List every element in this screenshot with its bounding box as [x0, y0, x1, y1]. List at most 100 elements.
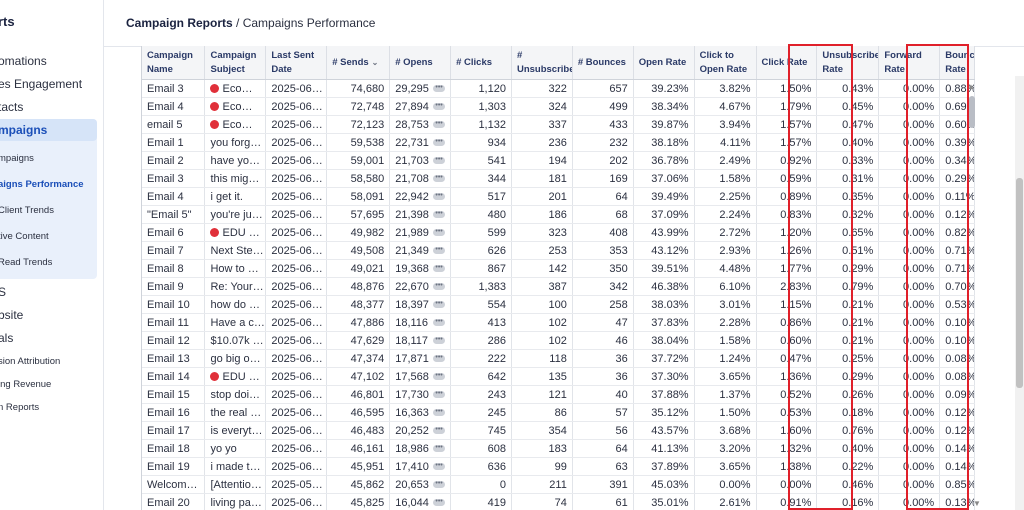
sidebar-item-automations[interactable]: omations [0, 54, 47, 68]
table-row[interactable]: Email 20 living pa… 2025-06… 45,825 16,044 ••… [142, 493, 975, 510]
more-dots-icon[interactable]: ••• [433, 120, 446, 128]
cell-campaign-name[interactable]: Email 16 [142, 403, 206, 422]
sidebar-sub-pending-revenue[interactable]: ing Revenue [0, 379, 52, 390]
cell-campaign-name[interactable]: Email 17 [142, 421, 206, 440]
table-row[interactable]: email 5 Eco… 2025-06… 72,123 28,753 ••• 1,132 3… [142, 115, 975, 134]
sidebar-item-deals[interactable]: als [0, 331, 14, 345]
col-header-unsubscribes[interactable]: # Unsubscribes [511, 46, 573, 80]
more-dots-icon[interactable]: ••• [433, 192, 446, 200]
more-dots-icon[interactable]: ••• [433, 426, 446, 434]
table-row[interactable]: Email 4 Eco… 2025-06… 72,748 27,894 ••• 1,303 3… [142, 97, 975, 116]
table-row[interactable]: Email 9 Re: Your… 2025-06… 48,876 22,670 ••• 1… [142, 277, 975, 296]
campaigns-table-container[interactable]: Campaign Name Campaign Subject Last Sent… [141, 46, 982, 510]
sidebar-item-sms[interactable]: S [0, 285, 6, 299]
cell-campaign-name[interactable]: Email 19 [142, 457, 206, 476]
sidebar-sub-campaigns-performance[interactable]: aigns Performance [0, 179, 84, 190]
more-dots-icon[interactable]: ••• [433, 390, 446, 398]
cell-campaign-name[interactable]: Email 20 [142, 493, 206, 510]
more-dots-icon[interactable]: ••• [433, 300, 446, 308]
table-row[interactable]: Email 4 i get it. 2025-06… 58,091 22,942 ••• 5… [142, 187, 975, 206]
cell-campaign-name[interactable]: Email 8 [142, 259, 206, 278]
cell-campaign-name[interactable]: Email 7 [142, 241, 206, 260]
col-header-clicks[interactable]: # Clicks [450, 46, 512, 80]
cell-campaign-name[interactable]: Email 2 [142, 151, 206, 170]
table-row[interactable]: Email 2 have yo… 2025-06… 59,001 21,703 ••• 54… [142, 151, 975, 170]
table-row[interactable]: Email 1 you forg… 2025-06… 59,538 22,731 ••• 9… [142, 133, 975, 152]
sidebar-sub-read-trends[interactable]: Read Trends [0, 257, 53, 268]
table-row[interactable]: Email 19 i made t… 2025-06… 45,951 17,410 •••… [142, 457, 975, 476]
cell-campaign-name[interactable]: Email 9 [142, 277, 206, 296]
more-dots-icon[interactable]: ••• [433, 282, 446, 290]
more-dots-icon[interactable]: ••• [433, 354, 446, 362]
col-header-campaign-name[interactable]: Campaign Name [142, 46, 206, 80]
cell-campaign-name[interactable]: Welcom… [142, 475, 206, 494]
cell-campaign-name[interactable]: Email 1 [142, 133, 206, 152]
more-dots-icon[interactable]: ••• [433, 138, 446, 146]
col-header-bounces[interactable]: # Bounces [572, 46, 634, 80]
more-dots-icon[interactable]: ••• [433, 408, 446, 416]
sidebar-item-website[interactable]: bsite [0, 308, 24, 322]
cell-campaign-name[interactable]: Email 3 [142, 79, 206, 98]
cell-campaign-name[interactable]: Email 3 [142, 169, 206, 188]
table-row[interactable]: Email 17 is everyt… 2025-06… 46,483 20,252 ••… [142, 421, 975, 440]
more-dots-icon[interactable]: ••• [433, 372, 446, 380]
cell-campaign-name[interactable]: Email 13 [142, 349, 206, 368]
sidebar-item-sales-engagement[interactable]: es Engagement [0, 77, 83, 91]
col-header-click-to-open-rate[interactable]: Click to Open Rate [694, 46, 757, 80]
table-row[interactable]: Email 16 the real … 2025-06… 46,595 16,363 ••… [142, 403, 975, 422]
cell-campaign-name[interactable]: Email 14 [142, 367, 206, 386]
table-row[interactable]: Email 15 stop doi… 2025-06… 46,801 17,730 •••… [142, 385, 975, 404]
more-dots-icon[interactable]: ••• [433, 84, 446, 92]
more-dots-icon[interactable]: ••• [433, 228, 446, 236]
cell-campaign-name[interactable]: Email 15 [142, 385, 206, 404]
table-row[interactable]: Email 3 this mig… 2025-06… 58,580 21,708 ••• 3… [142, 169, 975, 188]
cell-campaign-name[interactable]: Email 10 [142, 295, 206, 314]
more-dots-icon[interactable]: ••• [433, 444, 446, 452]
col-header-last-sent-date[interactable]: Last Sent Date [265, 46, 328, 80]
table-row[interactable]: "Email 5" you're ju… 2025-06… 57,695 21,398 •… [142, 205, 975, 224]
cell-campaign-name[interactable]: "Email 5" [142, 205, 206, 224]
cell-campaign-name[interactable]: Email 6 [142, 223, 206, 242]
cell-campaign-name[interactable]: Email 18 [142, 439, 206, 458]
col-header-forward-rate[interactable]: Forward Rate [878, 46, 941, 80]
table-row[interactable]: Email 10 how do … 2025-06… 48,377 18,397 ••• 5… [142, 295, 975, 314]
table-row[interactable]: Email 13 go big o… 2025-06… 47,374 17,871 •••… [142, 349, 975, 368]
more-dots-icon[interactable]: ••• [433, 174, 446, 182]
table-row[interactable]: Email 8 How to … 2025-06… 49,021 19,368 ••• 86… [142, 259, 975, 278]
more-dots-icon[interactable]: ••• [433, 246, 446, 254]
col-header-sends[interactable]: # Sends ⌄ [326, 46, 391, 80]
col-header-click-rate[interactable]: Click Rate [756, 46, 818, 80]
more-dots-icon[interactable]: ••• [433, 480, 446, 488]
cell-campaign-name[interactable]: email 5 [142, 115, 206, 134]
sidebar-item-contacts[interactable]: tacts [0, 100, 24, 114]
sidebar-sub-won-reports[interactable]: n Reports [0, 402, 40, 413]
page-scrollbar-thumb[interactable] [1016, 178, 1023, 388]
col-header-opens[interactable]: # Opens [389, 46, 452, 80]
more-dots-icon[interactable]: ••• [433, 336, 446, 344]
sidebar-sub-client-trends[interactable]: Client Trends [0, 205, 54, 216]
scroll-up-arrow-icon[interactable]: ▲ [967, 82, 975, 91]
sidebar-sub-creative-content[interactable]: tive Content [0, 231, 49, 242]
more-dots-icon[interactable]: ••• [433, 498, 446, 506]
table-row[interactable]: Email 14 EDU … 2025-06… 47,102 17,568 ••• 642 1… [142, 367, 975, 386]
sidebar-item-campaigns[interactable]: mpaigns [0, 123, 48, 137]
table-row[interactable]: Email 18 yo yo 2025-06… 46,161 18,986 ••• 608 1… [142, 439, 975, 458]
more-dots-icon[interactable]: ••• [433, 156, 446, 164]
cell-campaign-name[interactable]: Email 11 [142, 313, 206, 332]
sidebar-sub-campaigns[interactable]: mpaigns [0, 153, 34, 164]
table-row[interactable]: Email 3 Eco… 2025-06… 74,680 29,295 ••• 1,120 3… [142, 79, 975, 98]
cell-campaign-name[interactable]: Email 12 [142, 331, 206, 350]
breadcrumb-parent[interactable]: Campaign Reports [126, 16, 233, 30]
col-header-open-rate[interactable]: Open Rate [633, 46, 695, 80]
more-dots-icon[interactable]: ••• [433, 264, 446, 272]
sidebar-sub-conversion-attribution[interactable]: sion Attribution [0, 356, 61, 367]
col-header-campaign-subject[interactable]: Campaign Subject [204, 46, 267, 80]
cell-campaign-name[interactable]: Email 4 [142, 187, 206, 206]
table-scrollbar-thumb[interactable] [969, 96, 975, 128]
more-dots-icon[interactable]: ••• [433, 210, 446, 218]
cell-campaign-name[interactable]: Email 4 [142, 97, 206, 116]
more-dots-icon[interactable]: ••• [433, 102, 446, 110]
table-row[interactable]: Email 7 Next Ste… 2025-06… 49,508 21,349 ••• 6… [142, 241, 975, 260]
more-dots-icon[interactable]: ••• [433, 318, 446, 326]
col-header-unsubscribe-rate[interactable]: Unsubscribe Rate [816, 46, 880, 80]
